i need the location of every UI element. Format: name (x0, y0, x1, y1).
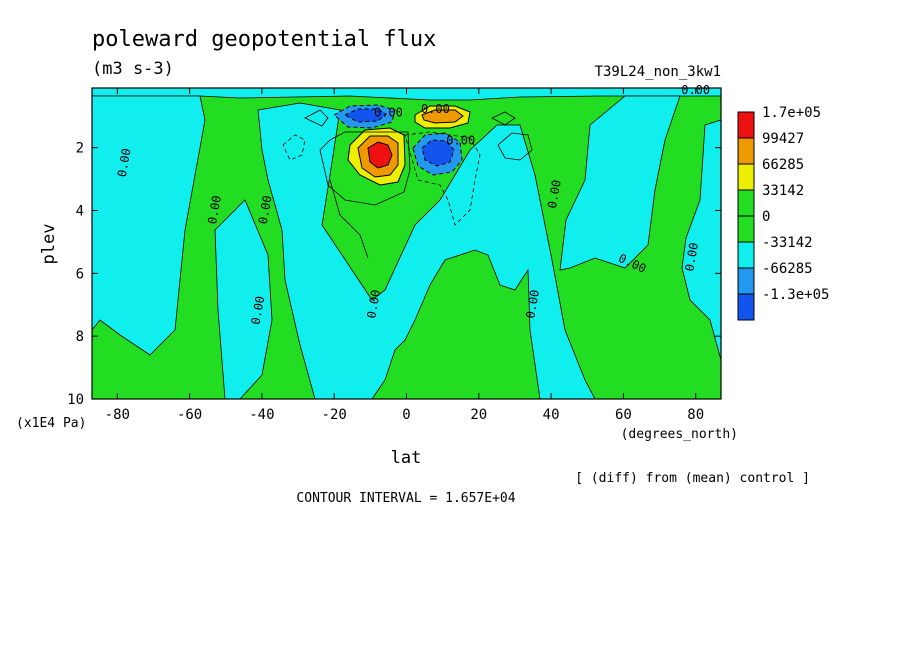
y-tick-label: 10 (67, 392, 84, 408)
x-tick-label: 20 (470, 407, 487, 423)
zero-contour-label: 0.00 (682, 241, 701, 272)
chart-title: poleward geopotential flux (92, 27, 436, 52)
y-axis-units: (x1E4 Pa) (16, 416, 86, 431)
x-axis: -80 -60 -40 -20 0 20 40 60 80 (105, 88, 704, 423)
negative-region-north-mid (559, 95, 681, 271)
legend-label: 1.7e+05 (762, 105, 821, 121)
negative-region-central (257, 102, 596, 399)
legend-label: -1.3e+05 (762, 287, 829, 303)
chart-units: (m3 s-3) (92, 59, 174, 79)
legend-swatch (737, 111, 755, 139)
contour-line-a (319, 131, 411, 206)
zero-contour-label: 0.00 (446, 134, 475, 148)
negative-region-far-south (92, 95, 206, 356)
zero-contour-label: 0.00 (421, 102, 450, 116)
comparison-note: [ (diff) from (mean) control ] (575, 471, 810, 486)
zero-contour-label: 0.00 (545, 179, 564, 210)
legend-label: -33142 (762, 235, 813, 251)
y-tick-label: 4 (76, 204, 84, 220)
contour-line-f (304, 109, 329, 127)
y-tick-label: 2 (76, 141, 84, 157)
negative-region-south-mid (214, 199, 273, 399)
negative-region-far-north (681, 119, 721, 361)
x-tick-label: 80 (687, 407, 704, 423)
legend-label: -66285 (762, 261, 813, 277)
positive-max-north-core (421, 109, 464, 124)
legend-swatch (737, 293, 755, 321)
zero-contour-label: 0.00 (364, 289, 383, 320)
zero-contour-label: 0.00 (115, 147, 134, 178)
zero-contour-labels: 0.00 0.00 0.00 0.00 0.00 0.00 0.00 0.00 0.00 0.00… (115, 83, 710, 326)
run-label: T39L24_non_3kw1 (595, 64, 721, 80)
contour-line-e (497, 132, 533, 161)
zero-contour-label: 0.00 (256, 194, 275, 225)
y-axis-title: plev (39, 224, 59, 265)
zero-contour-label: 0.00 (681, 83, 710, 97)
legend-label: 66285 (762, 157, 804, 173)
negative-min-south-core (343, 108, 387, 123)
legend-swatch (737, 189, 755, 217)
zero-contour-label: 0.00 (249, 295, 268, 326)
positive-max-south-core (367, 141, 393, 169)
x-axis-title: lat (391, 448, 422, 468)
contour-interval: CONTOUR INTERVAL = 1.657E+04 (296, 491, 515, 506)
legend-swatch (737, 267, 755, 295)
x-tick-label: -40 (249, 407, 274, 423)
zero-contour-label: 0.00 (523, 289, 542, 320)
negative-min-north-core (421, 139, 455, 167)
zero-contour-label: 0.00 (205, 194, 224, 225)
x-axis-units: (degrees_north) (621, 427, 738, 442)
x-tick-label: 0 (402, 407, 410, 423)
legend-swatch (737, 241, 755, 269)
legend-swatch (737, 215, 755, 243)
zero-contour-label: 0.00 (374, 105, 403, 119)
x-tick-label: -60 (177, 407, 202, 423)
x-tick-label: -80 (105, 407, 130, 423)
contour-line-c (404, 131, 481, 226)
plot-area (92, 88, 721, 399)
x-tick-label: 60 (615, 407, 632, 423)
y-tick-label: 8 (76, 329, 84, 345)
x-tick-label: -20 (322, 407, 347, 423)
legend-label: 99427 (762, 131, 804, 147)
contour-line-g (491, 111, 516, 126)
color-legend: 1.7e+05 99427 66285 33142 0 -33142 -66285 -1.3e… (737, 105, 829, 321)
legend-swatch (737, 137, 755, 165)
y-axis: 2 4 6 8 10 (67, 141, 721, 408)
y-tick-label: 6 (76, 266, 84, 282)
legend-swatch (737, 163, 755, 191)
contour-line-d (282, 134, 306, 161)
legend-label: 0 (762, 209, 770, 225)
legend-label: 33142 (762, 183, 804, 199)
x-tick-label: 40 (543, 407, 560, 423)
contour-line-b (329, 179, 369, 259)
